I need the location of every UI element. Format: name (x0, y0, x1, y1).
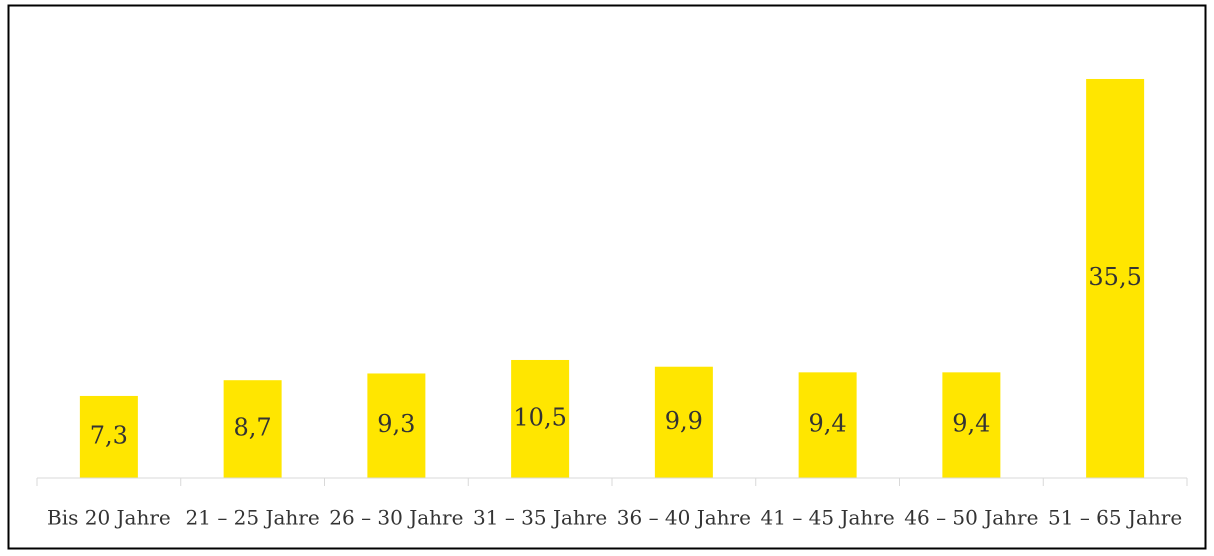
value-label: 7,3 (90, 421, 128, 449)
bar (942, 372, 1001, 478)
x-tick-label: Bis 20 Jahre (47, 506, 171, 530)
x-tick-label: 31 – 35 Jahre (473, 506, 607, 530)
bar (1086, 78, 1145, 478)
bar (511, 359, 570, 478)
x-tick-label: 51 – 65 Jahre (1048, 506, 1182, 530)
x-tick-label: 26 – 30 Jahre (329, 506, 463, 530)
value-label: 10,5 (513, 403, 566, 431)
x-tick-label: 41 – 45 Jahre (761, 506, 895, 530)
bar (367, 373, 426, 478)
bar (223, 380, 282, 478)
bar (654, 366, 713, 478)
value-label: 35,5 (1088, 263, 1141, 291)
x-tick-label: 36 – 40 Jahre (617, 506, 751, 530)
chart-frame (7, 4, 1207, 550)
value-label: 9,9 (665, 407, 703, 435)
bar (798, 372, 857, 478)
bar (79, 395, 138, 478)
value-label: 9,4 (809, 410, 847, 438)
x-tick-label: 46 – 50 Jahre (904, 506, 1038, 530)
value-label: 9,4 (952, 410, 990, 438)
value-label: 9,3 (377, 410, 415, 438)
value-label: 8,7 (234, 414, 272, 442)
x-tick-label: 21 – 25 Jahre (186, 506, 320, 530)
